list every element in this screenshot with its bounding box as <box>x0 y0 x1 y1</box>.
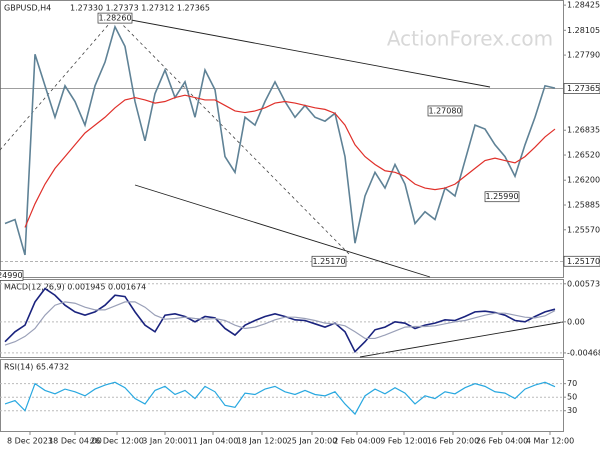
macd-title: MACD(12,26,9) 0.001945 0.001674 <box>4 283 146 292</box>
x-tick-label: 25 Jan 20:00 <box>287 437 338 446</box>
x-tick-label: 3 Jan 20:00 <box>142 437 188 446</box>
trendline <box>134 184 431 278</box>
y-tick-label: 50 <box>567 393 577 402</box>
x-tick-label: 2 Feb 04:00 <box>333 437 380 446</box>
annotation-label: 1.24990 <box>0 271 23 280</box>
chart-title: GBPUSD,H4 <box>4 4 51 13</box>
y-tick-label: 0.00 <box>567 317 585 326</box>
y-tick-label: 1.28105 <box>567 26 600 35</box>
x-tick-label: 26 Dec 12:00 <box>90 437 144 446</box>
y-tick-label: 1.26835 <box>567 126 600 135</box>
x-tick-label: 8 Dec 2023 <box>7 437 53 446</box>
macd-panel <box>0 279 564 358</box>
annotation-box <box>97 12 133 24</box>
series-line <box>4 381 556 416</box>
y-tick-label: 30 <box>567 406 577 415</box>
y-tick-label: 1.25570 <box>567 225 600 234</box>
annotation-label: 1.27080 <box>428 106 461 115</box>
trendline <box>114 16 491 88</box>
current-label: 1.27365 <box>567 84 600 93</box>
series-line <box>4 24 556 256</box>
y-tick-label: 1.25885 <box>567 200 600 209</box>
x-tick-label: 9 Feb 12:00 <box>380 437 427 446</box>
x-tick-label: 16 Feb 20:00 <box>427 437 479 446</box>
y-tick-label: -0.004685 <box>567 348 600 357</box>
y-tick-label: 1.28425 <box>567 1 600 10</box>
series-line <box>24 94 556 228</box>
annotation-box <box>0 270 24 281</box>
series-line <box>4 287 556 354</box>
x-tick-label: 11 Jan 04:00 <box>188 437 239 446</box>
annotation-label: 1.25170 <box>312 257 345 266</box>
x-tick-label: 26 Feb 04:00 <box>476 437 528 446</box>
x-tick-label: 4 Mar 12:00 <box>526 437 574 446</box>
watermark: ActionForex.com <box>387 27 553 51</box>
trendline <box>0 16 116 151</box>
annotation-label: 1.25990 <box>485 192 518 201</box>
support-label: 1.25170 <box>567 257 600 266</box>
x-tick-label: 18 Jan 12:00 <box>237 437 288 446</box>
y-tick-label: 1.26200 <box>567 176 600 185</box>
x-tick-label: 18 Dec 04:00 <box>48 437 102 446</box>
annotation-box <box>427 105 463 117</box>
y-tick-label: 70 <box>567 379 577 388</box>
y-tick-label: 1.26520 <box>567 151 600 160</box>
annotation-box <box>311 255 347 267</box>
series-line <box>4 301 556 346</box>
y-tick-label: 0.00573 <box>567 279 600 288</box>
annotation-label: 1.28260 <box>98 14 131 23</box>
support-label-box <box>563 255 600 267</box>
trendline <box>114 16 351 256</box>
trendline <box>359 321 564 358</box>
rsi-panel <box>0 359 564 432</box>
annotation-box <box>484 191 520 203</box>
rsi-title: RSI(14) 65.4732 <box>4 363 69 372</box>
y-tick-label: 1.27790 <box>567 51 600 60</box>
price-panel <box>0 0 564 278</box>
current-label-box <box>563 83 600 94</box>
chart-subtitle: 1.27330 1.27373 1.27312 1.27365 <box>70 4 210 13</box>
